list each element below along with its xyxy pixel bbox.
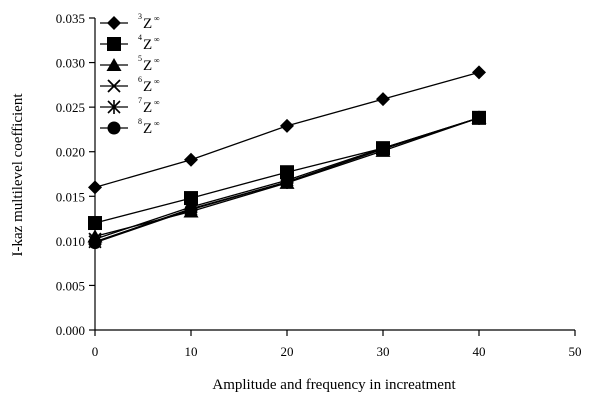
legend-item: 7 Z ∞: [100, 96, 160, 116]
diamond-marker: [472, 65, 486, 80]
legend-x-marker: [107, 79, 121, 93]
circle-marker: [88, 236, 102, 250]
y-tick-label: 0.030: [56, 56, 85, 71]
y-tick-label: 0.015: [56, 189, 85, 204]
legend-tail: ∞: [154, 14, 160, 23]
series-8: [88, 111, 486, 250]
axes: 0 10 20 30 40 50 0.000 0.005 0.010 0.015 0.020 0.02…: [56, 11, 582, 359]
legend-superscript: 7: [138, 96, 142, 105]
legend-label: Z: [143, 37, 152, 53]
x-tick-label: 40: [473, 344, 486, 359]
legend-item: 5 Z ∞: [100, 54, 160, 74]
x-tick-label: 0: [92, 344, 99, 359]
legend-item: 6 Z ∞: [100, 75, 160, 95]
legend-superscript: 6: [138, 75, 142, 84]
x-stroke: [107, 79, 121, 93]
legend-label: Z: [143, 16, 152, 32]
legend-item: 3 Z ∞: [100, 12, 160, 32]
legend-item: 4 Z ∞: [100, 33, 160, 53]
legend: 3 Z ∞4 Z ∞5 Z ∞6 Z ∞7 Z ∞8 Z ∞: [100, 12, 160, 137]
y-tick-label: 0.035: [56, 11, 85, 26]
legend-tail: ∞: [154, 77, 160, 86]
diamond-marker: [280, 118, 294, 133]
legend-tail: ∞: [154, 35, 160, 44]
legend-superscript: 4: [138, 33, 142, 42]
legend-circle-marker: [107, 121, 121, 135]
x-tick-label: 20: [281, 344, 294, 359]
x-axis-title: Amplitude and frequency in increatment: [212, 377, 456, 393]
series-layer: [87, 65, 487, 250]
y-axis-title: I-kaz multilevel coefficient: [10, 93, 26, 257]
legend-tail: ∞: [154, 119, 160, 128]
diamond-marker: [184, 152, 198, 167]
legend-label: Z: [143, 121, 152, 137]
legend-asterisk-marker: [107, 100, 121, 114]
square-marker: [184, 191, 198, 206]
circle-marker: [472, 111, 486, 125]
circle-marker: [184, 203, 198, 217]
diamond-marker: [376, 92, 390, 107]
circle-marker: [376, 142, 390, 156]
y-tick-label: 0.010: [56, 234, 85, 249]
circle-marker: [280, 175, 294, 189]
legend-square-marker: [107, 37, 121, 51]
square-marker: [88, 216, 102, 231]
diamond-marker: [88, 180, 102, 195]
legend-label: Z: [143, 100, 152, 116]
y-tick-label: 0.000: [56, 323, 85, 338]
legend-tail: ∞: [154, 98, 160, 107]
legend-superscript: 8: [138, 117, 142, 126]
legend-triangle-marker: [106, 58, 122, 71]
legend-superscript: 3: [138, 12, 142, 21]
x-tick-label: 50: [569, 344, 582, 359]
x-tick-label: 30: [377, 344, 390, 359]
legend-superscript: 5: [138, 54, 142, 63]
legend-label: Z: [143, 79, 152, 95]
legend-item: 8 Z ∞: [100, 117, 160, 137]
y-tick-label: 0.020: [56, 145, 85, 160]
legend-label: Z: [143, 58, 152, 74]
legend-tail: ∞: [154, 56, 160, 65]
y-tick-label: 0.025: [56, 100, 85, 115]
y-tick-label: 0.005: [56, 278, 85, 293]
series-3: [88, 65, 486, 195]
legend-diamond-marker: [107, 16, 121, 30]
x-tick-label: 10: [185, 344, 198, 359]
